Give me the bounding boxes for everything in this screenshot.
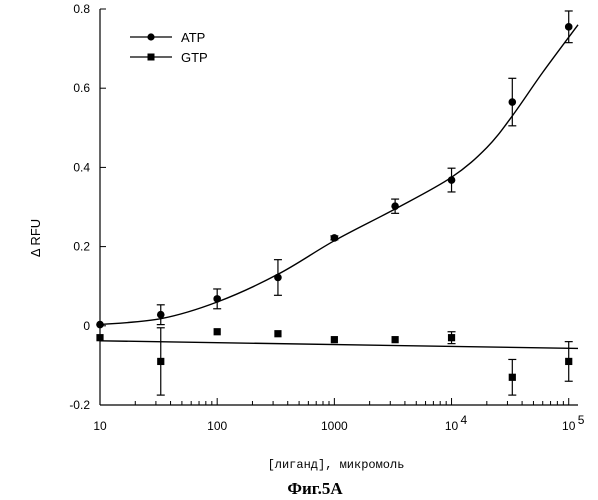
y-tick-label: 0.4: [73, 160, 90, 174]
point-gtp: [157, 358, 164, 365]
point-gtp: [331, 336, 338, 343]
y-tick-label: -0.2: [69, 398, 90, 412]
point-gtp: [392, 336, 399, 343]
axes: [100, 9, 578, 405]
y-axis-title: Δ RFU: [28, 219, 43, 257]
point-atp: [96, 321, 104, 329]
x-tick-label: 10: [445, 419, 459, 433]
fit-curves: [100, 25, 578, 349]
x-tick-exponent: 5: [578, 413, 585, 427]
x-tick-label: 100: [207, 419, 227, 433]
legend-gtp-marker: [148, 54, 155, 61]
y-tick-label: 0.8: [73, 2, 90, 16]
point-gtp: [96, 334, 103, 341]
x-tick-label: 1000: [321, 419, 348, 433]
point-atp: [213, 295, 221, 303]
point-gtp: [509, 374, 516, 381]
point-gtp: [274, 330, 281, 337]
point-atp: [391, 202, 399, 210]
fit-curve-atp: [100, 25, 578, 325]
data-points: [96, 23, 572, 381]
y-tick-label: 0.6: [73, 81, 90, 95]
x-tick-exponent: 4: [461, 413, 468, 427]
legend-gtp-label: GTP: [181, 50, 208, 65]
legend: ATP GTP: [130, 30, 208, 65]
legend-atp-label: ATP: [181, 30, 205, 45]
point-atp: [157, 311, 165, 319]
figure-caption: Фиг.5А: [287, 479, 343, 498]
point-atp: [274, 274, 282, 282]
error-bars: [157, 11, 573, 395]
legend-atp-marker: [147, 33, 154, 40]
point-gtp: [565, 358, 572, 365]
fit-curve-gtp: [100, 341, 578, 349]
point-atp: [565, 23, 573, 31]
point-atp: [331, 234, 339, 242]
y-tick-label: 0.2: [73, 240, 90, 254]
x-tick-label: 10: [93, 419, 107, 433]
point-atp: [509, 98, 517, 106]
point-gtp: [214, 328, 221, 335]
point-atp: [448, 176, 456, 184]
point-gtp: [448, 334, 455, 341]
x-tick-label: 10: [562, 419, 576, 433]
y-tick-label: 0: [83, 319, 90, 333]
ticks: -0.200.20.40.60.8101001000104105: [69, 2, 584, 433]
x-axis-title: [лиганд], микромоль: [268, 458, 405, 472]
